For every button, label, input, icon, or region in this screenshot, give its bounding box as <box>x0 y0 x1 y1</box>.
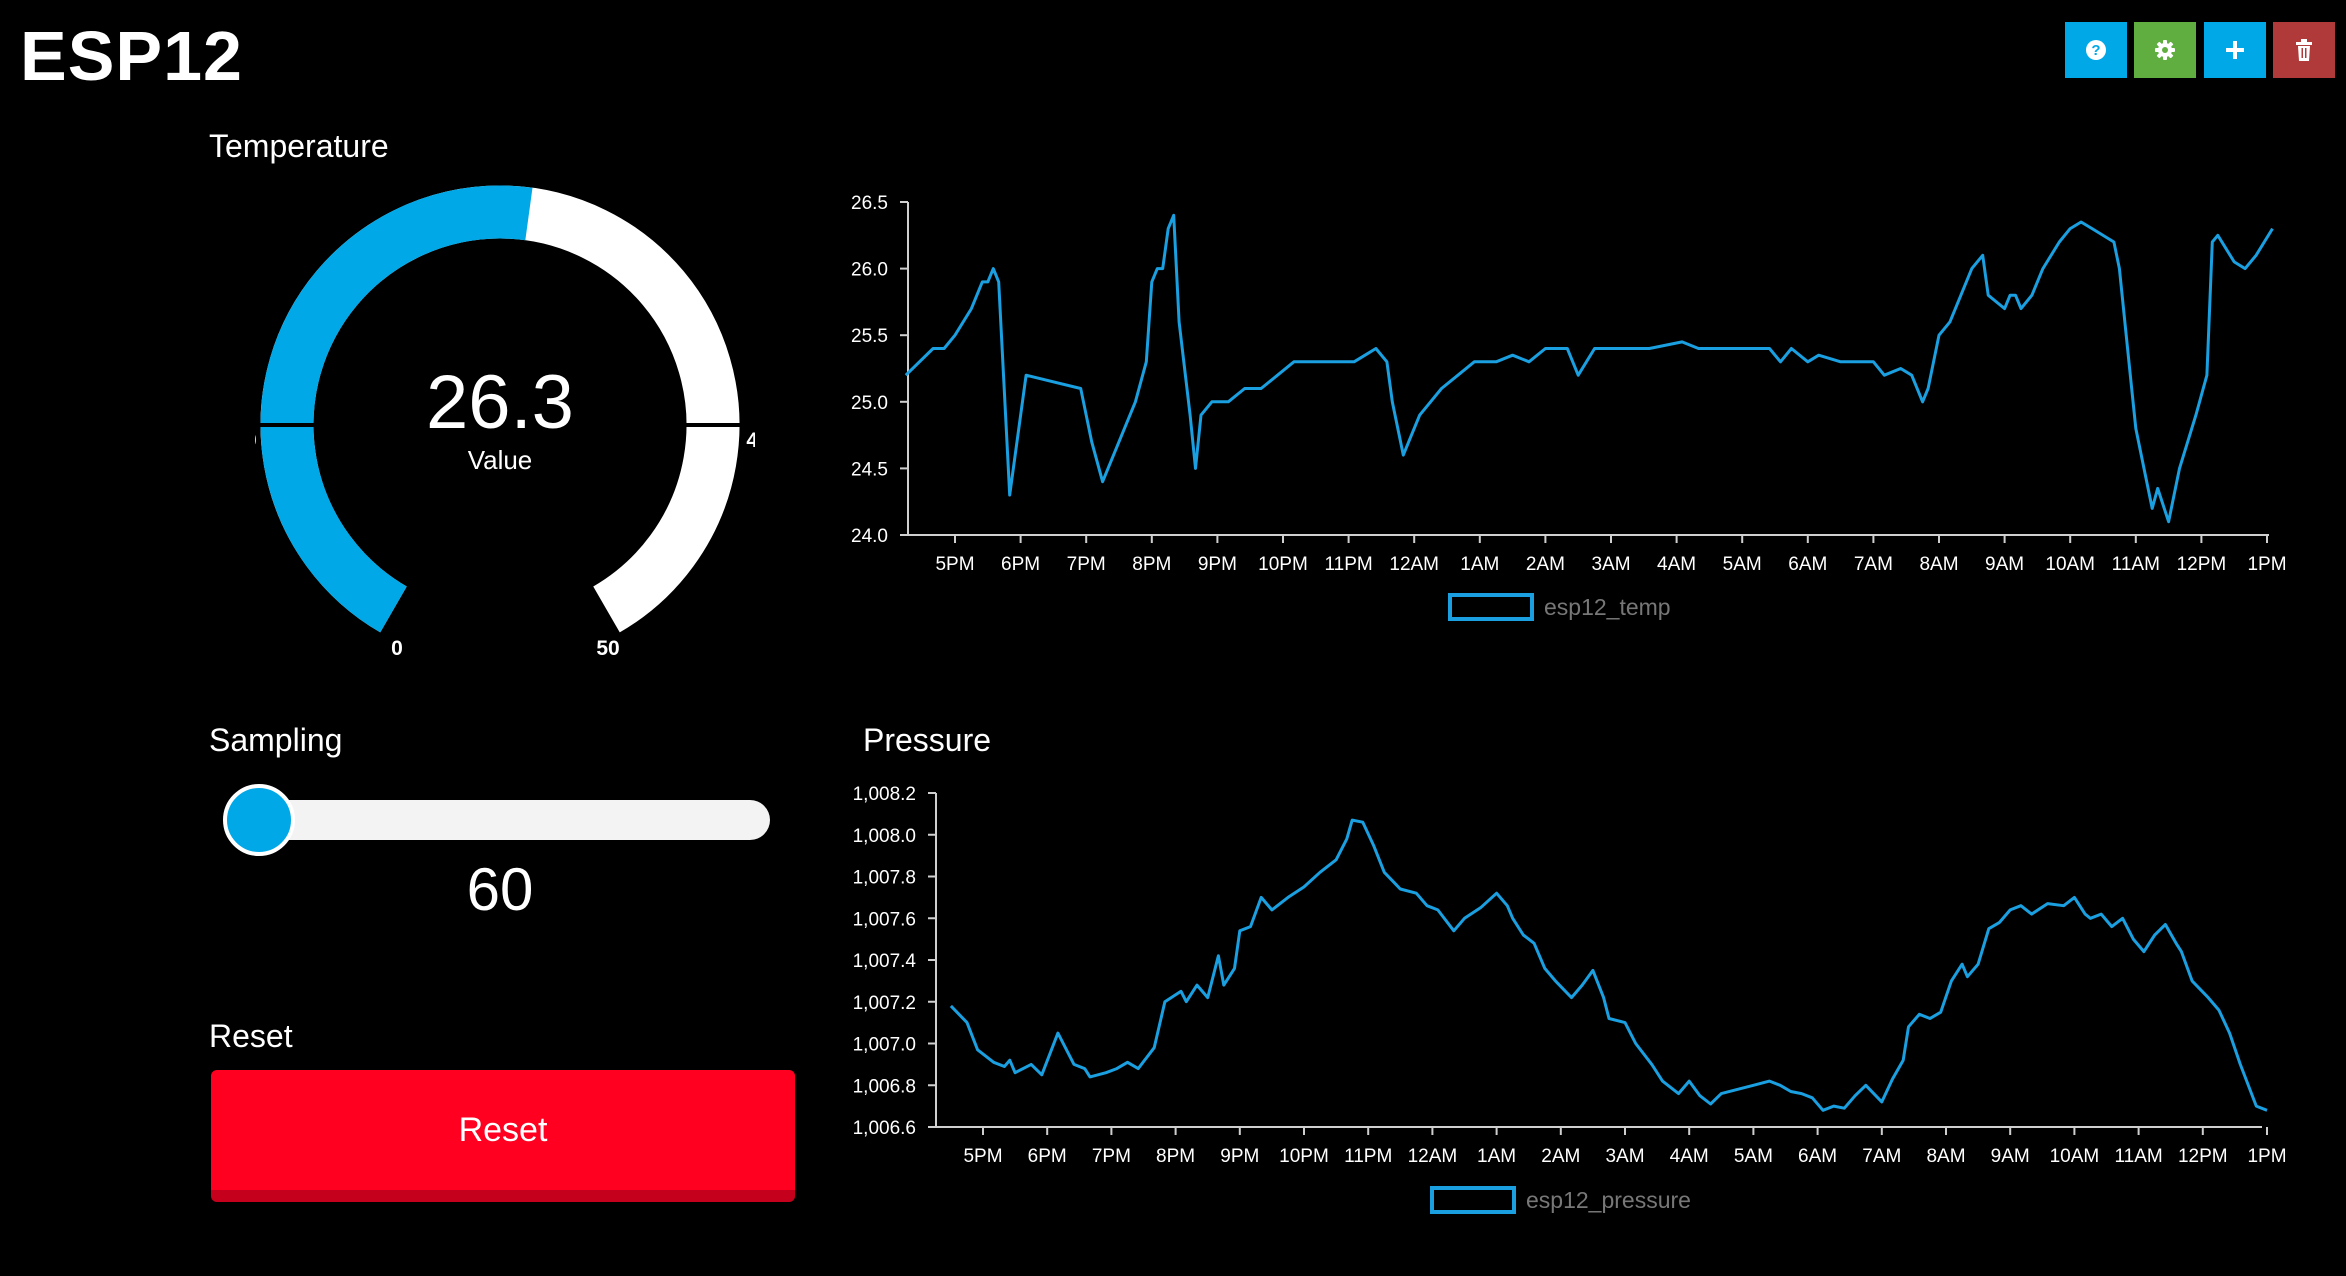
plus-icon <box>2226 41 2244 59</box>
series-line <box>949 818 2268 1112</box>
y-tick-label: 24.5 <box>851 459 888 480</box>
gauge-min-label: 0 <box>391 637 403 660</box>
x-tick-label: 2AM <box>1541 1146 1580 1167</box>
x-tick-label: 3AM <box>1605 1146 1644 1167</box>
y-tick-label: 26.5 <box>851 193 888 214</box>
gauge-fill <box>260 185 533 633</box>
x-tick-label: 9PM <box>1220 1146 1259 1167</box>
x-tick-label: 7AM <box>1862 1146 1901 1167</box>
x-tick-label: 3AM <box>1591 554 1630 575</box>
y-tick-label: 1,007.4 <box>853 951 917 972</box>
sampling-slider[interactable] <box>223 784 770 856</box>
gear-icon <box>2155 40 2175 60</box>
y-tick-label: 1,007.8 <box>853 868 916 889</box>
settings-button[interactable] <box>2134 22 2196 78</box>
svg-text:?: ? <box>2091 42 2100 59</box>
app-title: ESP12 <box>20 17 243 95</box>
temperature-gauge: 0 10 40 50 26.3 Value <box>255 185 755 660</box>
y-tick-label: 25.5 <box>851 326 888 347</box>
x-tick-label: 6PM <box>1001 554 1040 575</box>
x-tick-label: 8AM <box>1919 554 1958 575</box>
legend-label: esp12_temp <box>1544 594 1671 620</box>
x-tick-label: 6AM <box>1798 1146 1837 1167</box>
y-tick-label: 25.0 <box>851 393 888 414</box>
x-tick-label: 12PM <box>2177 554 2227 575</box>
temperature-label: Temperature <box>209 128 389 164</box>
x-tick-label: 5AM <box>1734 1146 1773 1167</box>
reset-label: Reset <box>209 1018 293 1054</box>
x-tick-label: 11AM <box>2114 1146 2162 1167</box>
x-tick-label: 7AM <box>1854 554 1893 575</box>
x-tick-label: 1AM <box>1477 1146 1516 1167</box>
y-tick-label: 1,008.2 <box>853 784 916 805</box>
x-tick-label: 9PM <box>1198 554 1237 575</box>
reset-button[interactable]: Reset <box>211 1070 795 1202</box>
sampling-value: 60 <box>466 856 534 923</box>
y-tick-label: 26.0 <box>851 260 888 281</box>
x-tick-label: 10AM <box>2045 554 2095 575</box>
x-tick-label: 1PM <box>2247 554 2286 575</box>
y-tick-label: 1,007.0 <box>853 1035 916 1056</box>
gauge-value-caption: Value <box>468 445 533 475</box>
x-tick-label: 10AM <box>2050 1146 2100 1167</box>
y-tick-label: 1,006.6 <box>853 1118 916 1139</box>
slider-thumb[interactable] <box>223 784 295 856</box>
legend-label: esp12_pressure <box>1526 1187 1691 1213</box>
x-tick-label: 4AM <box>1657 554 1696 575</box>
help-button[interactable]: ? <box>2065 22 2127 78</box>
y-tick-label: 1,008.0 <box>853 826 916 847</box>
x-tick-label: 11PM <box>1344 1146 1392 1167</box>
add-button[interactable] <box>2204 22 2266 78</box>
x-tick-label: 4AM <box>1670 1146 1709 1167</box>
x-tick-label: 2AM <box>1526 554 1565 575</box>
x-tick-label: 6PM <box>1028 1146 1067 1167</box>
x-tick-label: 7PM <box>1067 554 1106 575</box>
x-tick-label: 12AM <box>1389 554 1439 575</box>
y-tick-label: 1,006.8 <box>853 1076 916 1097</box>
delete-button[interactable] <box>2273 22 2335 78</box>
series-line <box>904 213 2274 524</box>
x-tick-label: 7PM <box>1092 1146 1131 1167</box>
x-tick-label: 10PM <box>1279 1146 1329 1167</box>
x-tick-label: 5PM <box>935 554 974 575</box>
x-tick-label: 8PM <box>1132 554 1171 575</box>
x-tick-label: 11AM <box>2112 554 2160 575</box>
gauge-label-10: 10 <box>255 429 257 452</box>
question-icon: ? <box>2086 40 2106 60</box>
gauge-value: 26.3 <box>426 360 574 445</box>
gauge-max-label: 50 <box>596 637 619 660</box>
x-tick-label: 12PM <box>2178 1146 2228 1167</box>
x-tick-label: 10PM <box>1258 554 1308 575</box>
x-tick-label: 9AM <box>1985 554 2024 575</box>
trash-icon <box>2296 39 2312 61</box>
y-tick-label: 1,007.6 <box>853 909 916 930</box>
gauge-label-40: 40 <box>746 429 755 452</box>
x-tick-label: 5AM <box>1723 554 1762 575</box>
x-tick-label: 11PM <box>1324 554 1372 575</box>
x-tick-label: 8PM <box>1156 1146 1195 1167</box>
pressure-label: Pressure <box>863 722 992 758</box>
x-tick-label: 1PM <box>2247 1146 2286 1167</box>
sampling-label: Sampling <box>209 722 343 758</box>
y-tick-label: 24.0 <box>851 526 888 547</box>
legend-swatch <box>1448 593 1534 621</box>
x-tick-label: 1AM <box>1460 554 1499 575</box>
x-tick-label: 6AM <box>1788 554 1827 575</box>
x-tick-label: 8AM <box>1926 1146 1965 1167</box>
x-tick-label: 12AM <box>1408 1146 1458 1167</box>
y-tick-label: 1,007.2 <box>853 993 916 1014</box>
x-tick-label: 5PM <box>963 1146 1002 1167</box>
x-tick-label: 9AM <box>1991 1146 2030 1167</box>
legend-swatch <box>1430 1186 1516 1214</box>
